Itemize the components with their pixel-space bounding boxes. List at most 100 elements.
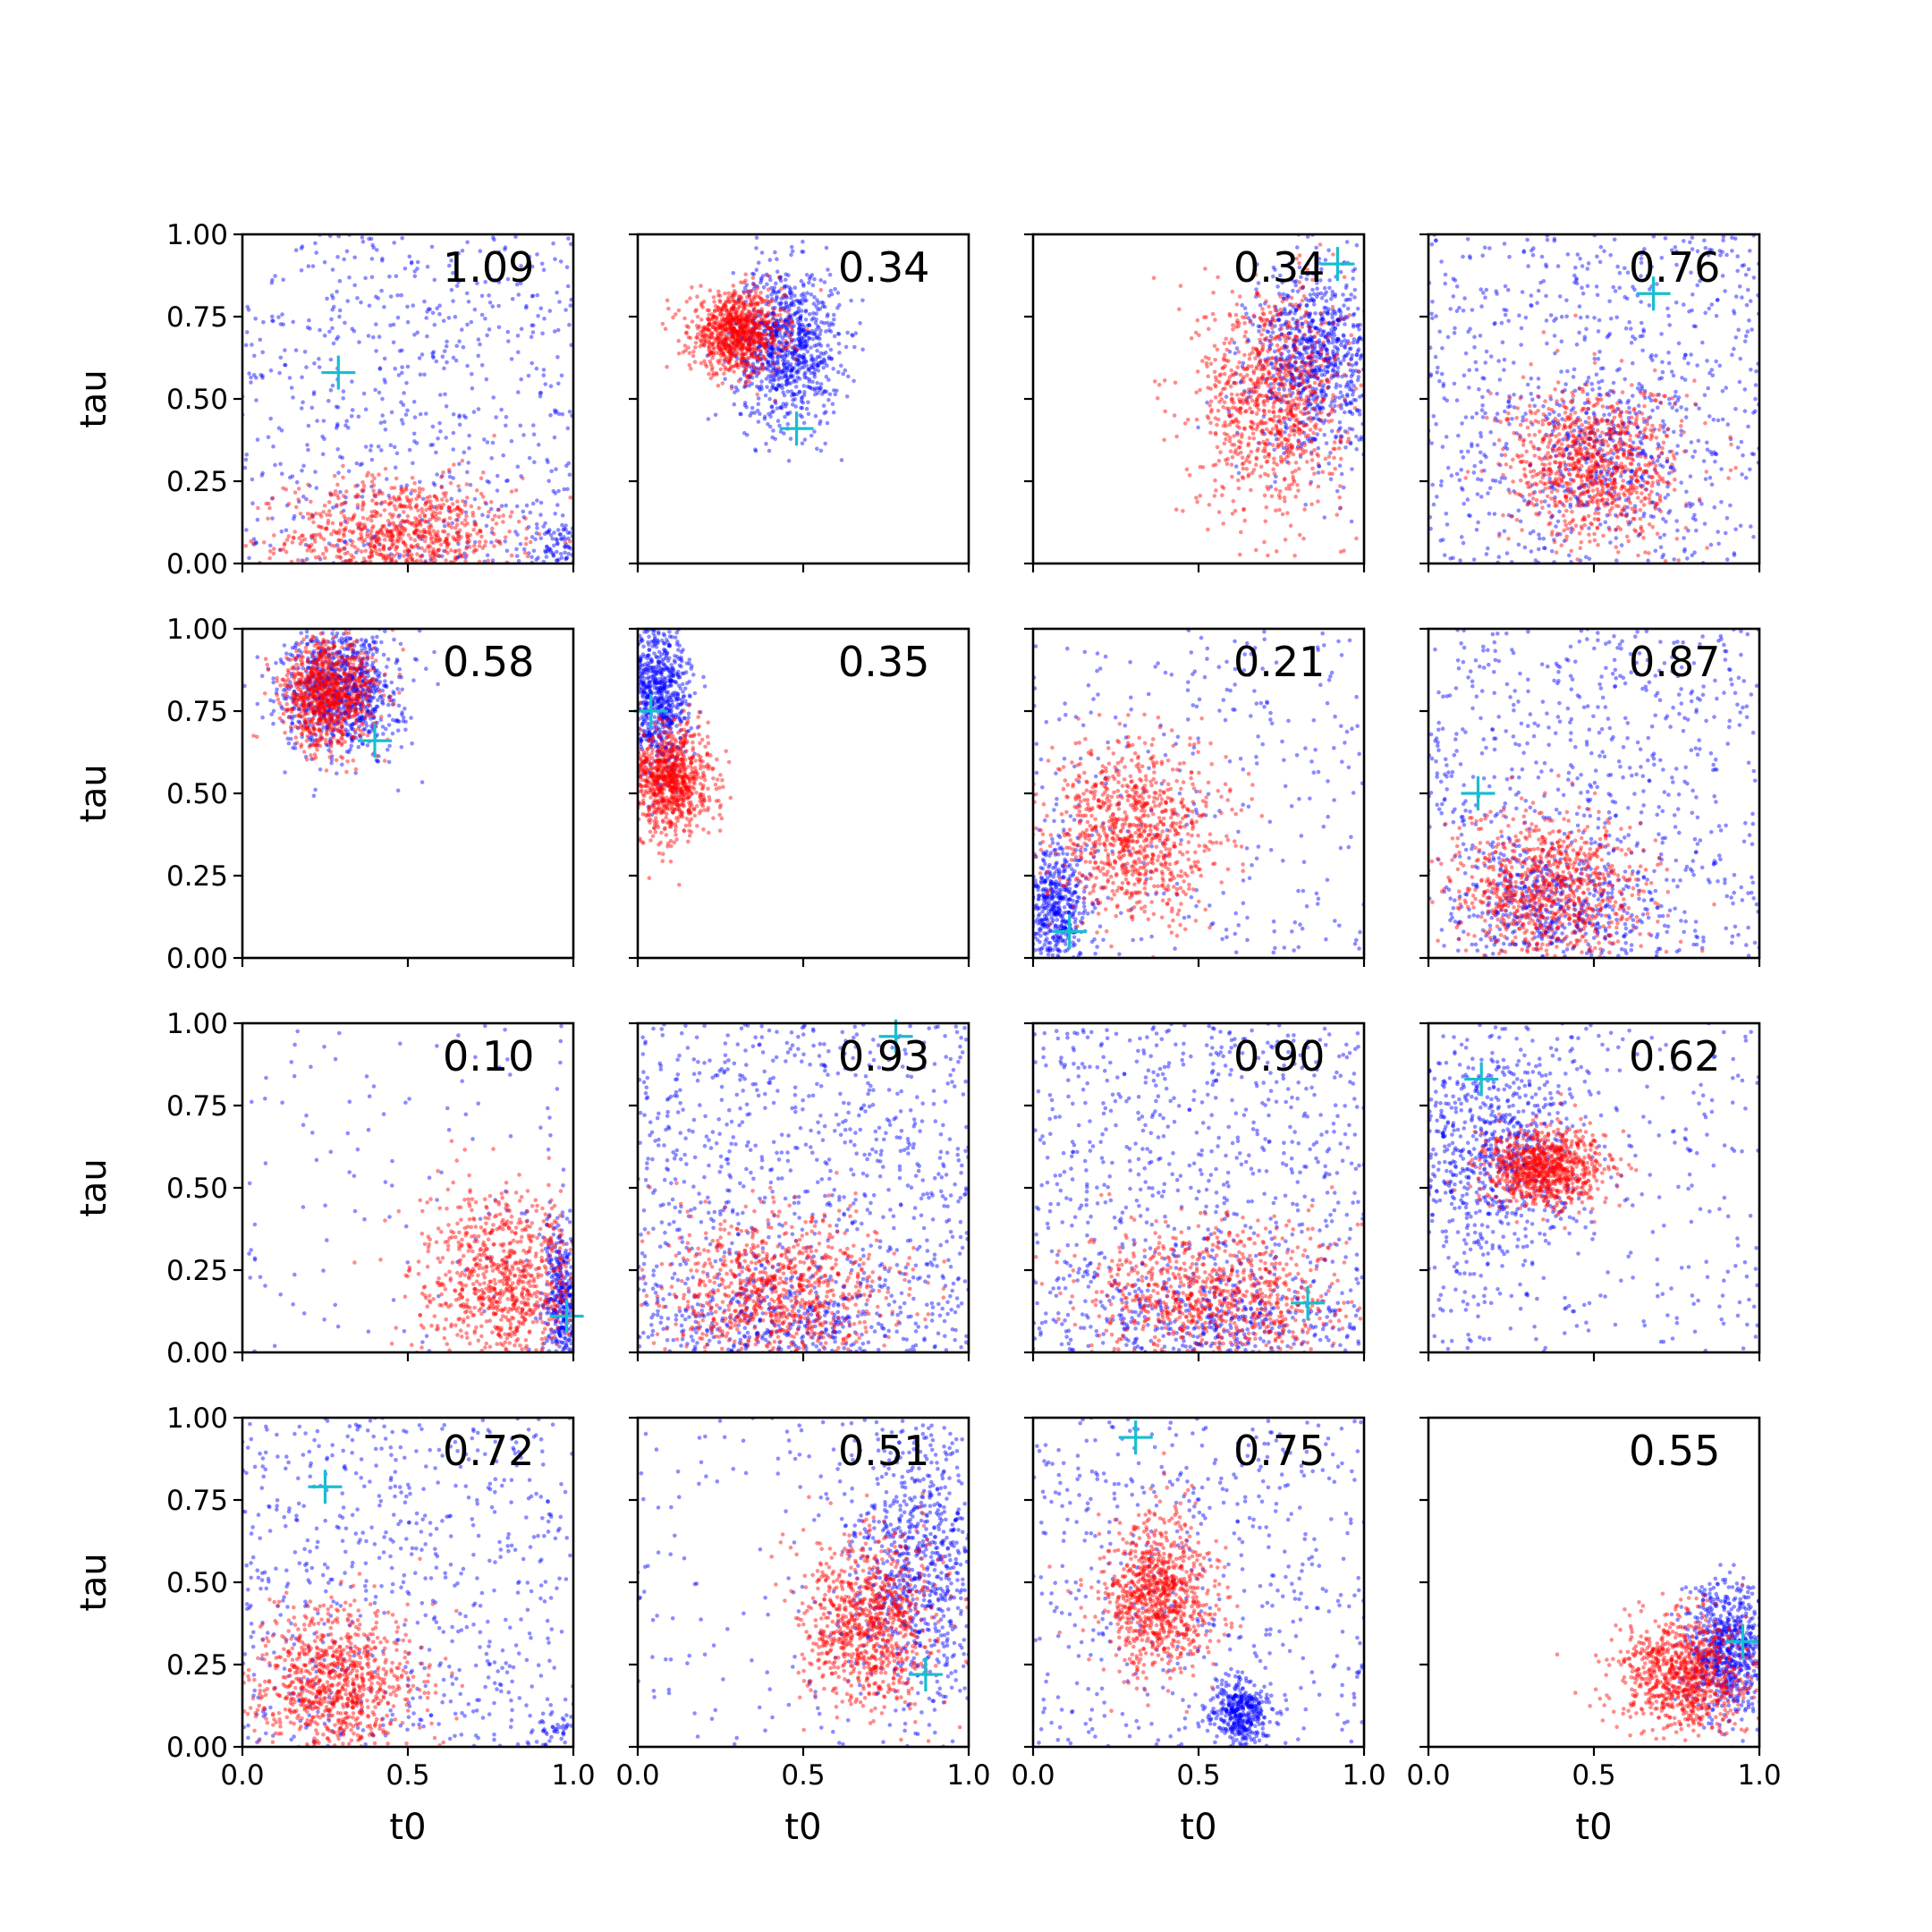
red-point xyxy=(405,556,410,562)
blue-point xyxy=(773,291,778,295)
blue-point xyxy=(458,554,462,559)
red-point xyxy=(721,351,725,355)
red-point xyxy=(410,521,414,526)
blue-point xyxy=(277,547,283,552)
red-point xyxy=(508,514,513,519)
blue-point xyxy=(769,333,774,338)
red-point xyxy=(732,309,736,315)
red-point xyxy=(1237,409,1241,414)
blue-point xyxy=(442,523,447,529)
blue-point xyxy=(803,309,809,313)
blue-point xyxy=(1354,360,1359,365)
red-point xyxy=(369,510,375,514)
red-point xyxy=(372,543,377,548)
blue-point xyxy=(1299,420,1304,425)
red-point xyxy=(432,494,437,499)
red-point xyxy=(483,539,488,544)
blue-point xyxy=(770,328,775,334)
blue-point xyxy=(1310,318,1315,324)
red-point xyxy=(1184,467,1190,472)
red-point xyxy=(1238,399,1242,404)
red-point xyxy=(409,506,413,511)
blue-point xyxy=(766,360,771,364)
red-point xyxy=(370,498,375,503)
red-point xyxy=(1338,505,1343,510)
blue-point xyxy=(485,333,489,338)
red-point xyxy=(378,528,384,532)
red-point xyxy=(477,544,482,548)
red-point xyxy=(735,339,740,344)
red-point xyxy=(382,538,387,542)
red-point xyxy=(1282,375,1287,380)
blue-point xyxy=(541,524,546,529)
blue-point xyxy=(785,326,790,330)
red-point xyxy=(729,332,734,337)
red-point xyxy=(497,539,502,544)
red-point xyxy=(1275,442,1281,447)
blue-point xyxy=(1359,435,1364,440)
red-point xyxy=(744,327,749,333)
red-point xyxy=(748,373,753,378)
blue-point xyxy=(541,373,547,377)
red-point xyxy=(733,363,737,369)
blue-point xyxy=(530,264,535,269)
red-point xyxy=(1311,407,1317,411)
red-point xyxy=(716,306,721,310)
blue-point xyxy=(778,278,784,284)
red-point xyxy=(1342,275,1347,280)
red-point xyxy=(417,490,422,495)
blue-point xyxy=(301,515,306,520)
red-point xyxy=(732,305,736,309)
blue-point xyxy=(760,362,765,368)
red-point xyxy=(731,329,736,334)
red-point xyxy=(309,513,314,517)
blue-point xyxy=(1246,339,1251,343)
red-point xyxy=(1258,474,1263,479)
blue-point xyxy=(1342,344,1347,349)
blue-point xyxy=(758,387,762,393)
blue-point xyxy=(278,322,284,326)
blue-point xyxy=(799,341,804,346)
red-point xyxy=(1240,435,1244,439)
blue-point xyxy=(760,274,766,278)
blue-point xyxy=(781,358,785,363)
blue-point xyxy=(731,271,736,275)
red-point xyxy=(779,286,784,292)
red-point xyxy=(1225,456,1230,462)
red-point xyxy=(1336,446,1342,451)
blue-point xyxy=(820,304,826,309)
red-point xyxy=(753,335,758,340)
red-point xyxy=(327,513,333,518)
red-point xyxy=(714,327,719,332)
blue-point xyxy=(326,398,331,403)
blue-point xyxy=(775,294,779,300)
blue-point xyxy=(564,555,569,561)
blue-point xyxy=(818,336,822,342)
red-point xyxy=(706,323,711,328)
blue-point xyxy=(1355,407,1360,412)
red-point xyxy=(741,342,746,347)
blue-point xyxy=(1325,334,1329,338)
red-point xyxy=(403,486,409,491)
blue-point xyxy=(516,390,521,394)
red-point xyxy=(1222,431,1227,436)
red-point xyxy=(411,545,416,549)
blue-point xyxy=(375,248,379,252)
red-point xyxy=(1259,376,1265,380)
red-point xyxy=(350,539,355,544)
red-point xyxy=(415,528,420,533)
red-point xyxy=(399,491,403,496)
blue-point xyxy=(775,269,780,275)
red-point xyxy=(430,513,436,519)
red-point xyxy=(435,506,439,512)
blue-point xyxy=(311,390,317,394)
blue-point xyxy=(1322,396,1326,402)
red-point xyxy=(1229,368,1233,373)
blue-point xyxy=(1328,334,1334,338)
blue-point xyxy=(460,249,465,253)
blue-point xyxy=(405,319,411,325)
red-point xyxy=(753,309,758,315)
red-point xyxy=(1321,357,1326,362)
blue-point xyxy=(270,496,275,501)
blue-point xyxy=(399,400,403,405)
